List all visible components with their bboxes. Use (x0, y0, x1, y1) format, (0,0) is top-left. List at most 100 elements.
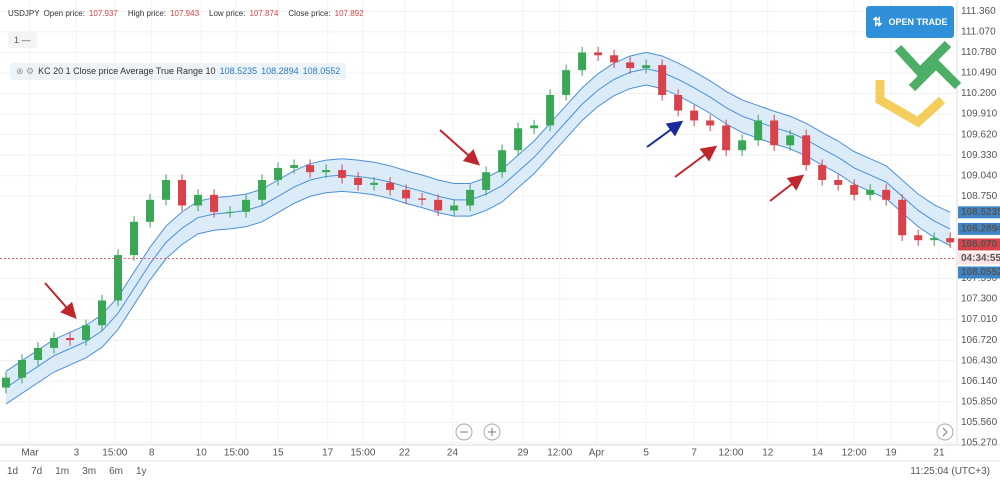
ohlc-header: USDJPY Open price: 107.937 High price: 107.9… (8, 9, 370, 18)
timeframe[interactable]: 1m (55, 466, 70, 477)
candle-body (754, 120, 763, 141)
price-tag (958, 238, 1000, 251)
x-tick-label: 8 (149, 448, 155, 459)
indicator-value: 108.5235 (219, 66, 258, 76)
price-tag (958, 266, 1000, 279)
candle-body (274, 167, 283, 180)
y-tick-label: 105.270 (961, 438, 998, 449)
timeframe[interactable]: 7d (31, 466, 43, 477)
y-tick-label: 111.070 (961, 27, 996, 38)
channel-upper (5, 51, 951, 372)
candle-body (706, 120, 715, 126)
candle-body (306, 165, 315, 173)
x-tick-label: 17 (322, 448, 334, 459)
x-tick-label: 24 (447, 448, 459, 459)
y-tick-label: 110.200 (961, 88, 997, 99)
candle-body (82, 325, 91, 341)
candle-body (178, 179, 187, 206)
indicator-legend: ⊗ ⚙ KC 20 1 Close price Average True Rang… (10, 63, 347, 80)
y-tick-label: 109.620 (961, 129, 998, 140)
price-tag-label: 108.2894 (961, 224, 1000, 235)
candle-body (514, 128, 523, 151)
price-tag (958, 222, 1000, 235)
candle-body (738, 140, 747, 151)
candle-body (834, 179, 843, 185)
x-tick-label: 19 (885, 448, 897, 459)
candle-body (34, 347, 43, 360)
candle-body (450, 205, 459, 211)
y-tick-label: 106.720 (961, 335, 998, 346)
y-tick-label: 105.560 (961, 417, 998, 428)
symbol: USDJPY (8, 9, 40, 18)
indicator-value: 108.0552 (302, 66, 341, 76)
candle-body (114, 255, 123, 301)
y-tick-label: 106.140 (961, 376, 998, 387)
footer: 1d 7d 1m 3m 6m 1y 11:25:04 (UTC+3) (0, 462, 1000, 481)
x-tick-label: 22 (399, 448, 411, 459)
field-label: Low price: (209, 9, 246, 18)
y-tick-label: 108.750 (961, 191, 998, 202)
clock: 11:25:04 (UTC+3) (910, 466, 990, 477)
candle-body (530, 125, 539, 129)
x-tick-label: 15:00 (224, 448, 249, 459)
candle-body (50, 338, 59, 348)
y-tick-label: 109.910 (961, 109, 998, 120)
candle-body (370, 182, 379, 185)
x-tick-label: Apr (589, 448, 605, 459)
field-label: High price: (127, 9, 167, 18)
candle-body (66, 338, 75, 341)
field-label: Close price: (288, 9, 331, 18)
price-tag-label: 04:34:55 (961, 253, 1000, 264)
timeframe[interactable]: 6m (109, 466, 123, 477)
field-value: 107.874 (249, 9, 279, 18)
candle-body (866, 189, 875, 195)
y-tick-label: 109.040 (961, 170, 998, 181)
indicator-value: 108.2894 (261, 66, 299, 76)
field-label: Open price: (43, 9, 85, 18)
candle-body (482, 172, 491, 190)
y-tick-label: 107.010 (961, 314, 998, 325)
timeframe[interactable]: 1d (7, 466, 19, 477)
candle-body (146, 199, 155, 222)
y-tick-label: 107.300 (961, 294, 998, 305)
x-tick-label: 12:00 (718, 448, 743, 459)
timeframe[interactable]: 1y (135, 466, 147, 477)
panel-toggle[interactable]: 1 — (8, 32, 37, 48)
candle-body (786, 135, 795, 146)
x-tick-label: 12 (762, 448, 774, 459)
x-tick-label: 15:00 (102, 448, 127, 459)
candle-body (18, 359, 27, 378)
x-tick-label: 21 (933, 448, 945, 459)
candle-body (338, 170, 347, 178)
price-axis-bg (957, 0, 1000, 445)
x-tick-label: Mar (21, 448, 39, 459)
candle-body (386, 182, 395, 190)
field-value: 107.937 (88, 9, 118, 18)
y-tick-label: 105.850 (961, 396, 998, 407)
timeframe[interactable]: 3m (82, 466, 97, 477)
candle-body (210, 194, 219, 212)
candle-body (578, 52, 587, 71)
candle-body (290, 165, 299, 168)
x-tick-label: 3 (74, 448, 80, 459)
price-tag-label: 108.5235 (961, 207, 1000, 218)
candle-body (722, 125, 731, 151)
candle-body (418, 198, 427, 200)
y-tick-label: 107.590 (961, 273, 998, 284)
open-trade-button[interactable]: ⇅ OPEN TRADE (866, 6, 954, 38)
indicator-label: KC 20 1 Close price Average True Range 1… (38, 66, 216, 76)
price-tag-label: 108.070 (961, 239, 998, 250)
candle-body (2, 377, 11, 388)
candle-body (914, 235, 923, 241)
x-tick-label: 7 (691, 448, 697, 459)
y-tick-label: 110.780 (961, 47, 997, 58)
x-tick-label: 12:00 (842, 448, 867, 459)
candle-body (354, 177, 363, 185)
candle-body (626, 62, 635, 69)
candle-body (258, 179, 267, 200)
candle-body (930, 238, 939, 241)
candle-body (226, 211, 235, 213)
y-tick-label: 111.360 (961, 6, 996, 17)
y-tick-label: 109.330 (961, 150, 998, 161)
